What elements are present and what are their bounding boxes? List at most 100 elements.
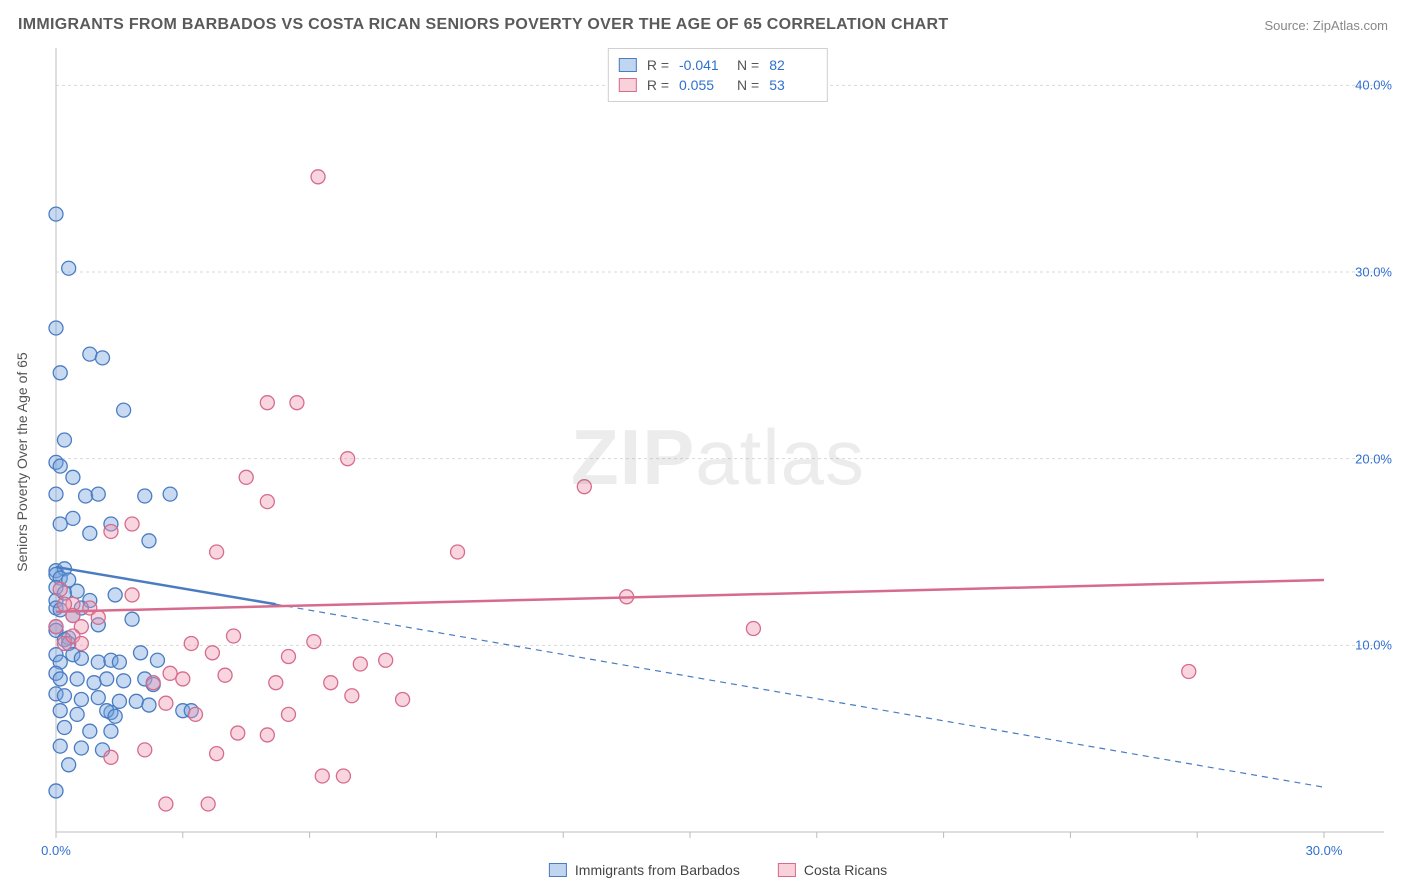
scatter-point xyxy=(218,668,232,682)
scatter-point xyxy=(138,489,152,503)
scatter-point xyxy=(53,366,67,380)
scatter-point xyxy=(62,758,76,772)
scatter-point xyxy=(159,696,173,710)
scatter-point xyxy=(260,728,274,742)
scatter-chart xyxy=(40,42,1396,882)
scatter-point xyxy=(100,672,114,686)
scatter-point xyxy=(112,655,126,669)
legend-item: Costa Ricans xyxy=(778,862,887,878)
scatter-point xyxy=(125,517,139,531)
scatter-point xyxy=(210,545,224,559)
scatter-point xyxy=(290,396,304,410)
y-tick-label: 30.0% xyxy=(1355,265,1392,280)
scatter-point xyxy=(74,636,88,650)
legend-stats-row: R = -0.041 N = 82 xyxy=(619,55,817,75)
scatter-point xyxy=(125,612,139,626)
scatter-point xyxy=(70,707,84,721)
scatter-point xyxy=(336,769,350,783)
scatter-point xyxy=(324,676,338,690)
scatter-point xyxy=(159,797,173,811)
scatter-point xyxy=(142,534,156,548)
scatter-point xyxy=(184,636,198,650)
scatter-point xyxy=(66,470,80,484)
scatter-point xyxy=(53,672,67,686)
scatter-point xyxy=(57,433,71,447)
scatter-point xyxy=(74,651,88,665)
scatter-point xyxy=(163,487,177,501)
swatch-icon xyxy=(778,863,796,877)
scatter-point xyxy=(83,724,97,738)
n-label: N = xyxy=(737,55,759,75)
r-label: R = xyxy=(647,55,669,75)
scatter-point xyxy=(53,704,67,718)
swatch-icon xyxy=(619,78,637,92)
scatter-point xyxy=(260,495,274,509)
scatter-point xyxy=(341,452,355,466)
scatter-point xyxy=(125,588,139,602)
scatter-point xyxy=(134,646,148,660)
scatter-point xyxy=(746,622,760,636)
r-label: R = xyxy=(647,75,669,95)
scatter-point xyxy=(353,657,367,671)
scatter-point xyxy=(108,588,122,602)
legend-label: Costa Ricans xyxy=(804,862,887,878)
scatter-point xyxy=(396,692,410,706)
scatter-point xyxy=(49,487,63,501)
legend-series: Immigrants from Barbados Costa Ricans xyxy=(549,862,887,878)
r-value: 0.055 xyxy=(679,75,727,95)
scatter-point xyxy=(176,672,190,686)
scatter-point xyxy=(49,620,63,634)
scatter-point xyxy=(210,747,224,761)
scatter-point xyxy=(74,741,88,755)
scatter-point xyxy=(62,261,76,275)
scatter-point xyxy=(311,170,325,184)
scatter-point xyxy=(95,351,109,365)
legend-label: Immigrants from Barbados xyxy=(575,862,740,878)
y-tick-label: 40.0% xyxy=(1355,78,1392,93)
scatter-point xyxy=(49,784,63,798)
scatter-point xyxy=(307,635,321,649)
scatter-point xyxy=(104,724,118,738)
scatter-point xyxy=(91,487,105,501)
scatter-point xyxy=(53,582,67,596)
scatter-point xyxy=(70,584,84,598)
r-value: -0.041 xyxy=(679,55,727,75)
scatter-point xyxy=(129,694,143,708)
scatter-point xyxy=(79,489,93,503)
scatter-point xyxy=(70,672,84,686)
scatter-point xyxy=(117,403,131,417)
scatter-point xyxy=(83,526,97,540)
scatter-point xyxy=(138,743,152,757)
scatter-point xyxy=(112,694,126,708)
scatter-point xyxy=(108,709,122,723)
scatter-point xyxy=(53,517,67,531)
scatter-point xyxy=(91,691,105,705)
y-axis-label: Seniors Poverty Over the Age of 65 xyxy=(14,352,30,571)
scatter-point xyxy=(117,674,131,688)
scatter-point xyxy=(281,707,295,721)
trend-line-extrapolated xyxy=(276,604,1324,787)
scatter-point xyxy=(142,698,156,712)
scatter-point xyxy=(83,347,97,361)
plot-area: Seniors Poverty Over the Age of 65 ZIPat… xyxy=(40,42,1396,882)
scatter-point xyxy=(74,692,88,706)
scatter-point xyxy=(150,653,164,667)
scatter-point xyxy=(315,769,329,783)
y-tick-label: 20.0% xyxy=(1355,451,1392,466)
scatter-point xyxy=(53,739,67,753)
n-value: 82 xyxy=(769,55,817,75)
scatter-point xyxy=(281,650,295,664)
scatter-point xyxy=(231,726,245,740)
scatter-point xyxy=(87,676,101,690)
scatter-point xyxy=(146,676,160,690)
scatter-point xyxy=(201,797,215,811)
scatter-point xyxy=(239,470,253,484)
legend-stats: R = -0.041 N = 82 R = 0.055 N = 53 xyxy=(608,48,828,102)
scatter-point xyxy=(104,750,118,764)
y-tick-label: 10.0% xyxy=(1355,638,1392,653)
scatter-point xyxy=(53,459,67,473)
scatter-point xyxy=(1182,664,1196,678)
n-label: N = xyxy=(737,75,759,95)
chart-header: IMMIGRANTS FROM BARBADOS VS COSTA RICAN … xyxy=(0,0,1406,40)
scatter-point xyxy=(57,689,71,703)
